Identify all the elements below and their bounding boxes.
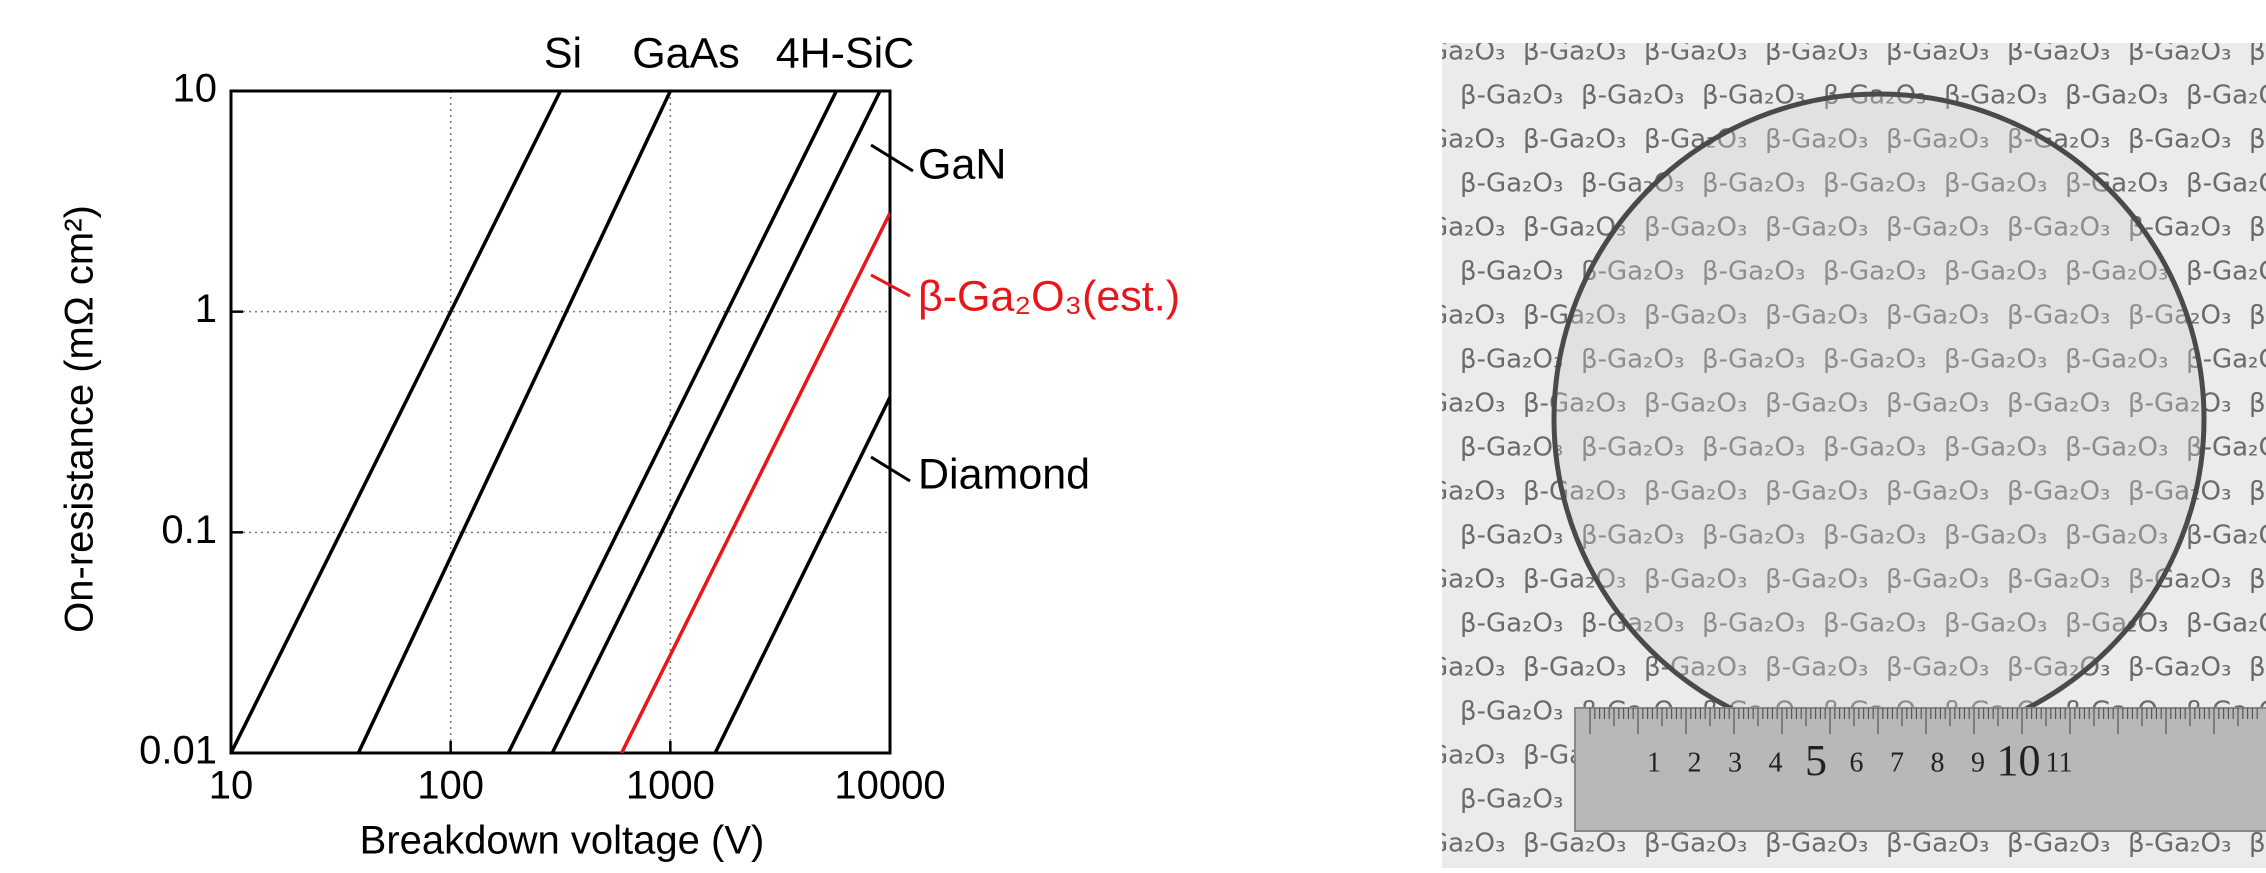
ruler-label: 3 [1728,747,1742,778]
pattern-text: β-Ga₂O₃ [2249,653,2266,683]
pattern-text: β-Ga₂O₃ [1765,829,1868,859]
pattern-text: β-Ga₂O₃ [1460,257,1563,287]
series-label: 4H-SiC [776,29,915,77]
pattern-text: β-Ga₂O₃ [1402,565,1505,595]
pattern-text: β-Ga₂O₃ [1460,169,1563,199]
pattern-text: β-Ga₂O₃ [1523,37,1626,67]
pattern-text: β-Ga₂O₃ [2128,37,2231,67]
ruler-label: 6 [1850,747,1864,778]
label-leader [871,145,913,171]
pattern-text: β-Ga₂O₃ [2007,37,2110,67]
y-tick-label: 10 [173,67,218,111]
pattern-text: β-Ga₂O₃ [1402,477,1505,507]
y-tick-label: 0.01 [139,729,217,773]
pattern-text: β-Ga₂O₃ [2186,609,2266,639]
pattern-text: β-Ga₂O₃ [1460,785,1563,815]
series-line [231,91,560,753]
pattern-text: β-Ga₂O₃ [1460,521,1563,551]
series-line [358,91,670,753]
pattern-text: β-Ga₂O₃ [1402,213,1505,243]
plot-frame [231,91,890,753]
pattern-text: β-Ga₂O₃ [1402,125,1505,155]
series-label: GaN [918,140,1006,188]
pattern-text: β-Ga₂O₃ [1523,829,1626,859]
y-axis-title: On-resistance (mΩ cm²) [58,205,102,633]
photo: β-Ga₂O₃ β-Ga₂O₃ β-Ga₂O₃ β-Ga₂O₃ β-Ga₂O₃ β-Ga₂… [1402,37,2266,869]
series-label: Si [544,29,582,77]
ruler-label: 9 [1971,747,1985,778]
ruler-label: 2 [1688,747,1702,778]
pattern-text: β-Ga₂O₃ [1644,37,1747,67]
pattern-text: β-Ga₂O₃ [2249,213,2266,243]
ruler [1575,708,2266,831]
wafer [1554,94,2204,744]
pattern-text: β-Ga₂O₃ [1402,741,1505,771]
ruler-label: 5 [1805,736,1827,785]
pattern-text: β-Ga₂O₃ [1523,125,1626,155]
series-label: GaAs [632,29,740,77]
y-tick-label: 0.1 [161,508,217,552]
pattern-text: β-Ga₂O₃ [1460,697,1563,727]
pattern-text: β-Ga₂O₃ [1523,653,1626,683]
pattern-text: β-Ga₂O₃ [2186,81,2266,111]
pattern-text: β-Ga₂O₃ [1765,37,1868,67]
pattern-text: β-Ga₂O₃ [1886,37,1989,67]
x-tick-label: 10000 [834,764,945,808]
pattern-text: β-Ga₂O₃ [1402,829,1505,859]
x-tick-label: 1000 [626,764,715,808]
ruler-label: 11 [2046,747,2073,778]
pattern-text: β-Ga₂O₃ [1581,81,1684,111]
series-line [552,91,880,753]
pattern-text: β-Ga₂O₃ [1460,345,1563,375]
pattern-text: β-Ga₂O₃ [2249,37,2266,67]
pattern-text: β-Ga₂O₃ [2249,565,2266,595]
pattern-text: β-Ga₂O₃ [1644,829,1747,859]
pattern-text: β-Ga₂O₃ [2065,81,2168,111]
ruler-label: 4 [1769,747,1783,778]
pattern-text: β-Ga₂O₃ [2186,257,2266,287]
x-axis-title: Breakdown voltage (V) [360,819,765,863]
pattern-text: β-Ga₂O₃ [2128,829,2231,859]
pattern-text: β-Ga₂O₃ [2007,829,2110,859]
ruler-label: 8 [1931,747,1945,778]
pattern-text: β-Ga₂O₃ [1402,301,1505,331]
series-label: Diamond [918,450,1090,498]
y-tick-label: 1 [195,287,217,331]
pattern-text: β-Ga₂O₃ [2249,389,2266,419]
pattern-text: β-Ga₂O₃ [1402,37,1505,67]
series-label: β-Ga₂O₃(est.) [918,272,1180,320]
pattern-text: β-Ga₂O₃ [2249,829,2266,859]
ruler-label: 1 [1647,747,1661,778]
pattern-text: β-Ga₂O₃ [1402,389,1505,419]
pattern-text: β-Ga₂O₃ [2249,301,2266,331]
pattern-text: β-Ga₂O₃ [1460,609,1563,639]
pattern-text: β-Ga₂O₃ [1402,653,1505,683]
pattern-text: β-Ga₂O₃ [1460,81,1563,111]
pattern-text: β-Ga₂O₃ [2249,477,2266,507]
ruler-label: 10 [1997,736,2041,785]
page: Breakdown voltage (V) On-resistance (mΩ … [0,0,2266,868]
pattern-text: β-Ga₂O₃ [1886,829,1989,859]
pattern-text: β-Ga₂O₃ [2249,125,2266,155]
pattern-text: β-Ga₂O₃ [2128,653,2231,683]
pattern-text: β-Ga₂O₃ [2186,169,2266,199]
ruler-label: 7 [1890,747,1904,778]
series-line [715,397,890,753]
x-tick-label: 100 [417,764,484,808]
pattern-text: β-Ga₂O₃ [2128,125,2231,155]
pattern-text: β-Ga₂O₃ [2186,521,2266,551]
pattern-text: β-Ga₂O₃ [1460,433,1563,463]
